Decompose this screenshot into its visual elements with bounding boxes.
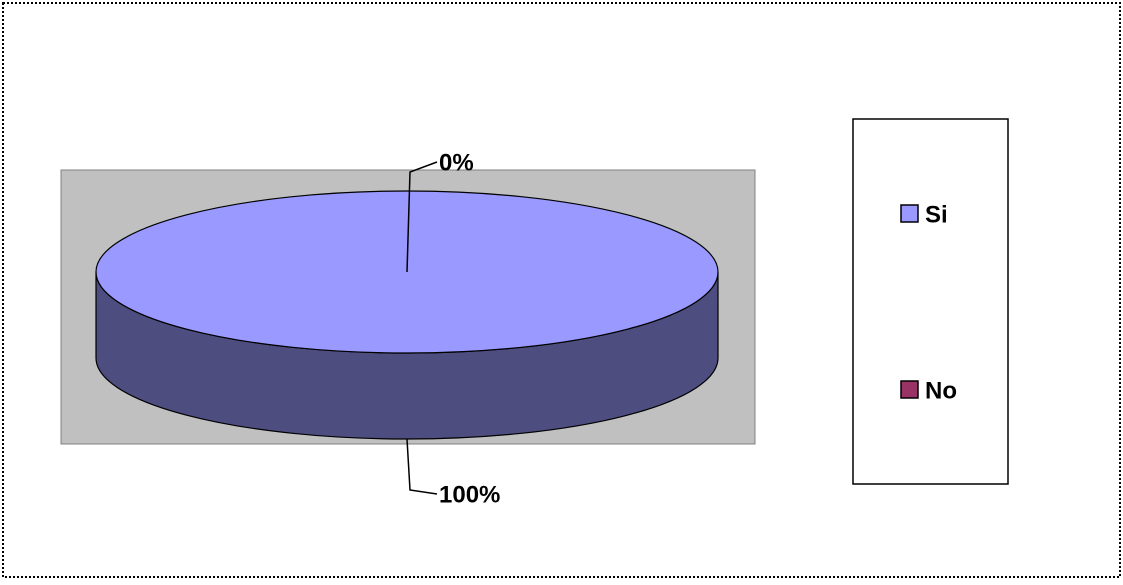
legend-label: Si — [925, 201, 948, 228]
data-label: 100% — [439, 481, 500, 508]
leader-line — [406, 438, 438, 495]
legend-label: No — [925, 377, 957, 404]
legend-swatch — [900, 380, 919, 399]
legend: Si No — [900, 201, 957, 404]
legend-swatch — [900, 204, 919, 223]
data-label: 0% — [439, 149, 474, 176]
legend-box — [852, 118, 1009, 485]
leader-line — [406, 161, 438, 273]
data-labels: 100% 0% — [406, 149, 500, 508]
